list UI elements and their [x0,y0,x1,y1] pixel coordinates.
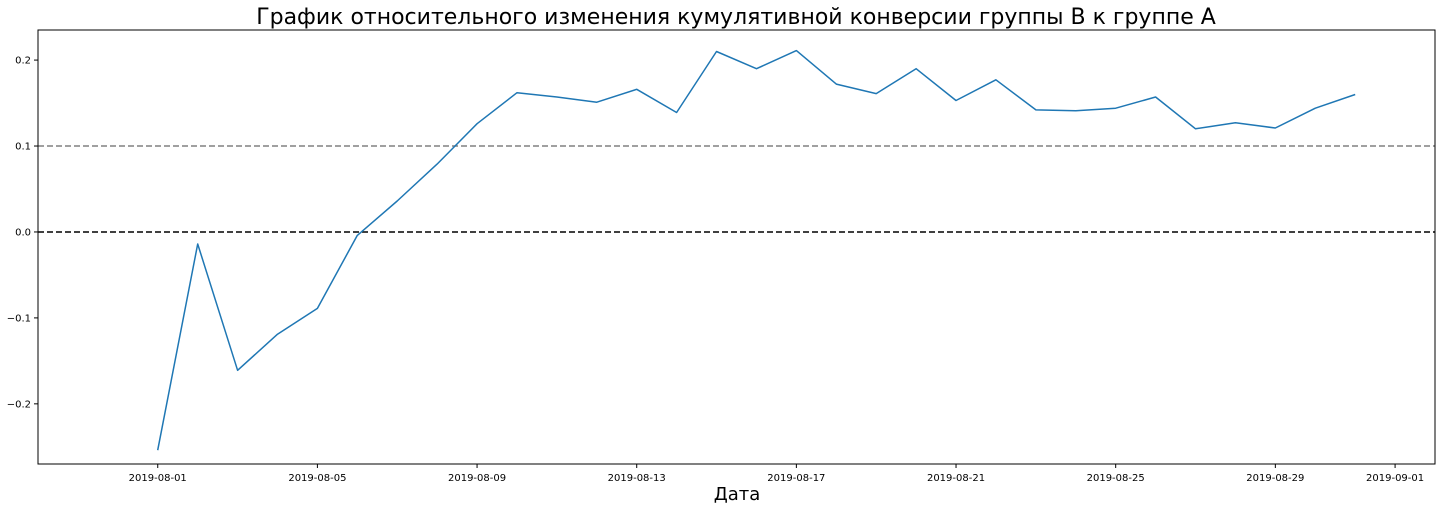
x-axis-title: Дата [714,484,761,505]
data-point [435,162,439,166]
data-point [515,91,519,95]
x-tick-label: 2019-09-01 [1366,473,1424,484]
data-point [156,448,160,452]
x-tick-label: 2019-08-13 [608,473,666,484]
data-point [1154,95,1158,99]
x-tick-label: 2019-08-05 [288,473,346,484]
data-point [754,67,758,71]
plot-area: −0.2 −0.1 0.0 0.1 0.2 2019-08-01 2019-08-05 201… [7,29,1436,484]
data-point [196,242,200,246]
x-tick-label: 2019-08-29 [1246,473,1304,484]
data-point [794,49,798,53]
y-tick-label: −0.2 [7,399,31,410]
data-point [1194,127,1198,131]
chart-title: График относительного изменения кумуляти… [256,5,1216,30]
data-point [954,98,958,102]
data-point [395,199,399,203]
data-point [1273,126,1277,130]
data-point [994,78,998,82]
data-point [555,95,559,99]
data-point [635,87,639,91]
data-point [475,122,479,126]
data-point [1353,92,1357,96]
data-point [1074,109,1078,113]
data-point [1034,108,1038,112]
data-point [1313,106,1317,110]
y-tick-label: 0.0 [15,227,31,238]
y-tick-label: −0.1 [7,313,31,324]
x-tick-label: 2019-08-09 [448,473,506,484]
data-point [275,332,279,336]
data-point [236,368,240,372]
data-point [355,233,359,237]
y-tick-label: 0.2 [15,56,31,67]
x-tick-label: 2019-08-17 [767,473,825,484]
data-point [315,306,319,310]
data-point [715,49,719,53]
data-point [834,82,838,86]
x-tick-label: 2019-08-25 [1087,473,1145,484]
data-point [1114,106,1118,110]
data-point [675,111,679,115]
data-point [914,67,918,71]
y-tick-label: 0.1 [15,142,31,153]
x-tick-label: 2019-08-01 [129,473,187,484]
data-point [874,92,878,96]
data-series-line [156,49,1356,451]
plot-frame [37,29,1436,465]
data-point [595,100,599,104]
data-point [1233,121,1237,125]
x-tick-label: 2019-08-21 [927,473,985,484]
